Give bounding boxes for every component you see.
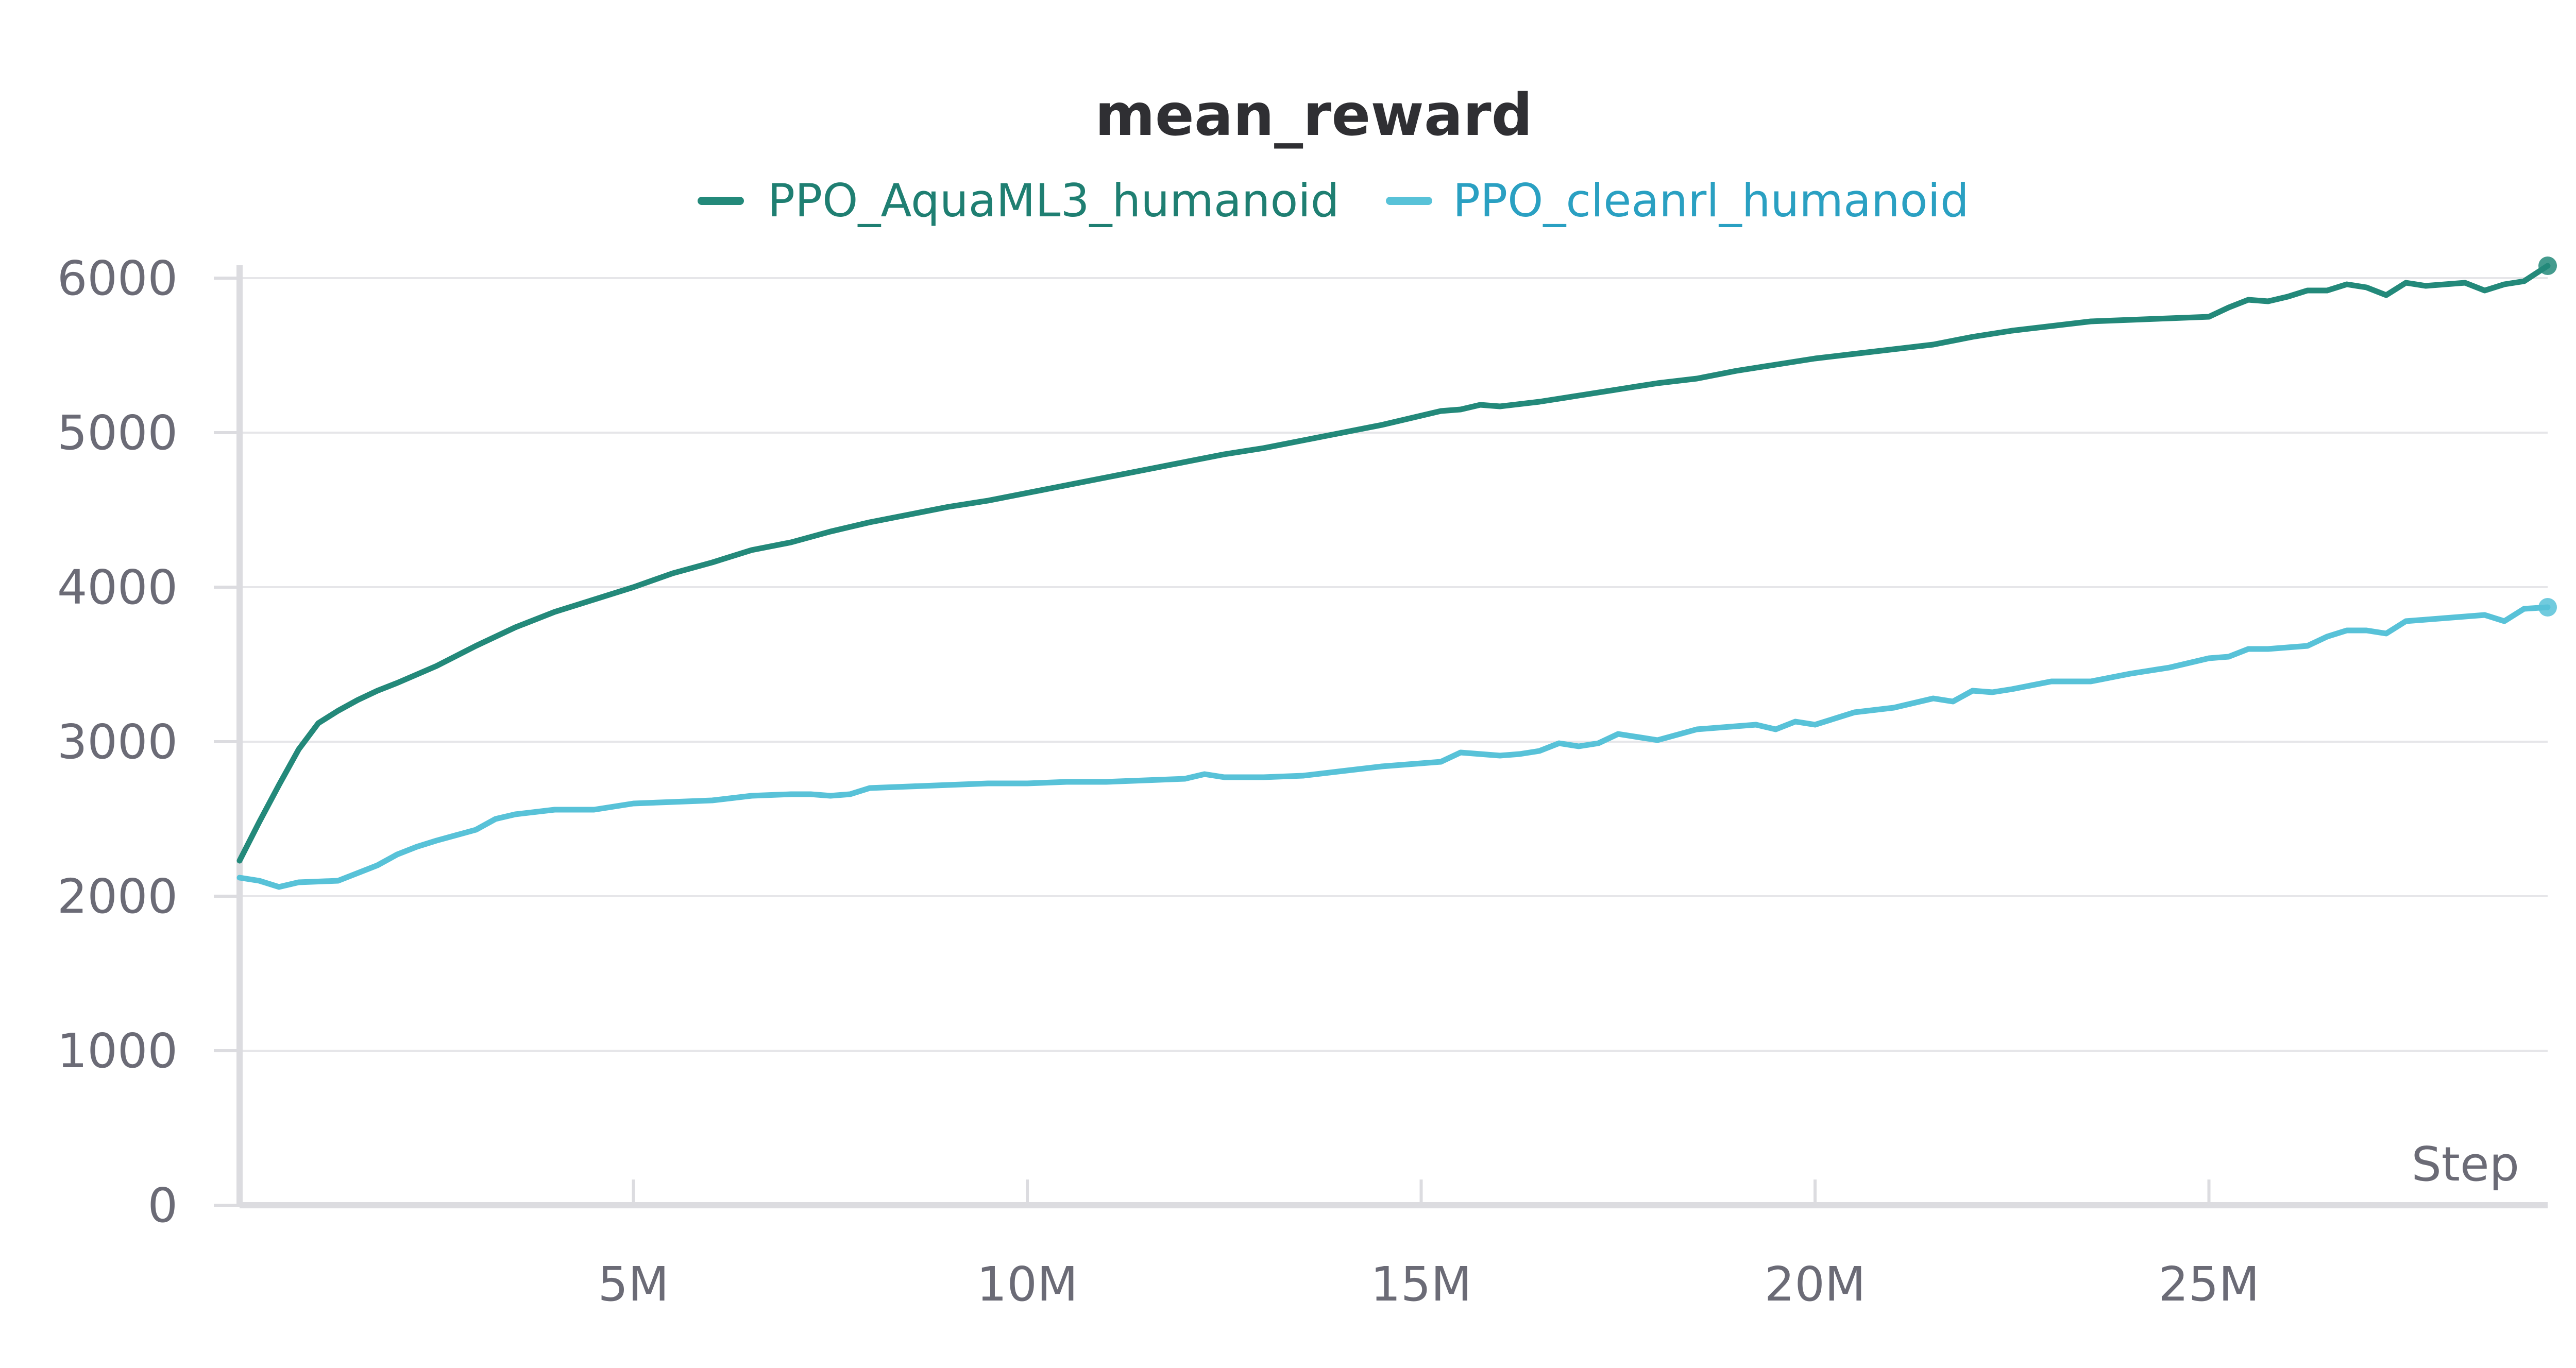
chart-title: mean_reward: [1095, 82, 1533, 149]
x-axis-label: Step: [2412, 1137, 2519, 1192]
x-tick-label: 5M: [598, 1257, 669, 1312]
y-tick-label: 6000: [57, 251, 178, 306]
x-tick-label: 10M: [977, 1257, 1078, 1312]
series-lines: [236, 256, 2557, 890]
legend-label: PPO_cleanrl_humanoid: [1453, 174, 1969, 227]
series-line-1: [236, 263, 2551, 864]
legend-item-series-1[interactable]: PPO_AquaML3_humanoid: [698, 174, 1340, 227]
y-tick-label: 0: [147, 1178, 178, 1233]
legend-label: PPO_AquaML3_humanoid: [768, 174, 1340, 227]
y-tick-label: 1000: [57, 1023, 178, 1079]
legend: PPO_AquaML3_humanoid PPO_cleanrl_humanoi…: [698, 174, 1969, 227]
x-tick-label: 20M: [1765, 1257, 1866, 1312]
grid-lines: [240, 277, 2548, 1052]
legend-item-series-2[interactable]: PPO_cleanrl_humanoid: [1386, 174, 1969, 227]
x-tick-label: 25M: [2158, 1257, 2259, 1312]
y-tick-label: 4000: [57, 560, 178, 615]
y-tick-label: 3000: [57, 714, 178, 770]
y-axis-ticks: 0 1000 2000 3000 4000 5000 6000: [57, 251, 240, 1233]
series-line-2: [236, 604, 2551, 890]
x-axis-ticks: 5M 10M 15M 20M 25M: [598, 1179, 2260, 1312]
x-tick-label: 15M: [1370, 1257, 1471, 1312]
series-end-point-2[interactable]: [2538, 598, 2557, 617]
y-tick-label: 2000: [57, 869, 178, 924]
series-end-point-1[interactable]: [2538, 256, 2557, 275]
y-tick-label: 5000: [57, 405, 178, 460]
